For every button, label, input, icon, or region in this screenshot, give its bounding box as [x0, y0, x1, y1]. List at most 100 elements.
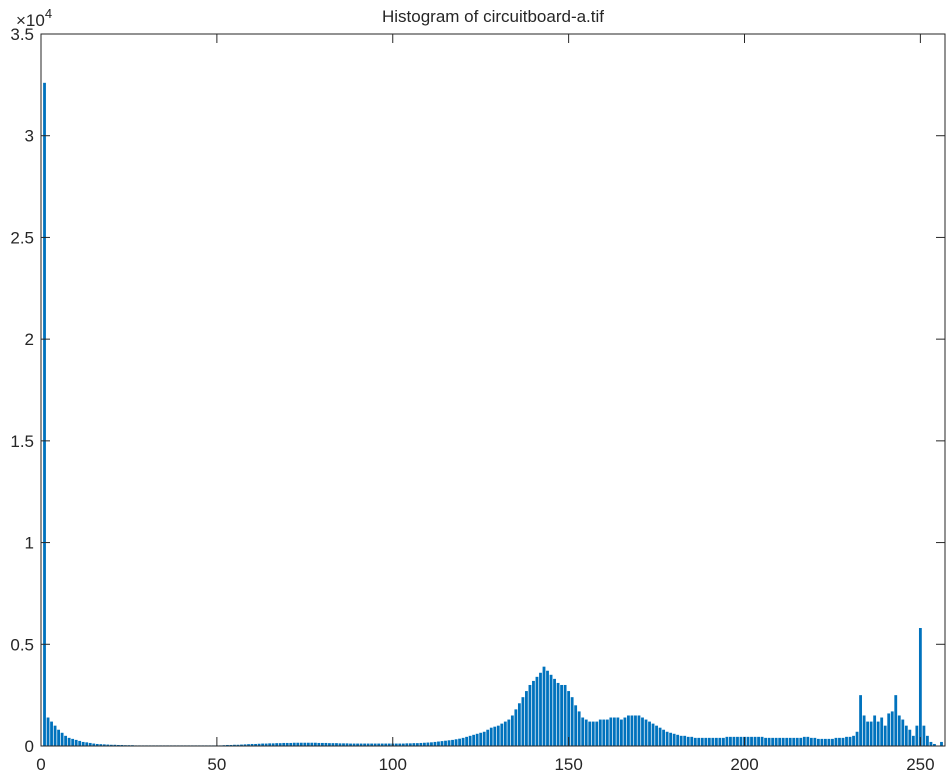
bar [394, 743, 398, 746]
bar [250, 743, 254, 746]
bar [257, 743, 261, 746]
bar [247, 744, 250, 746]
bar [486, 729, 490, 746]
bar [320, 742, 324, 746]
bar [739, 736, 743, 746]
bar [581, 717, 585, 746]
bar [651, 723, 655, 746]
y-tick-label: 1 [25, 534, 34, 553]
y-tick-label: 0 [25, 737, 34, 756]
bar [648, 721, 651, 746]
bar [342, 743, 345, 746]
bar [911, 735, 915, 746]
bar [282, 742, 286, 746]
bar [278, 743, 282, 746]
bar [778, 737, 782, 746]
bar [475, 733, 479, 746]
bar [876, 721, 880, 746]
bar [370, 743, 374, 746]
x-tick-label: 200 [730, 755, 758, 774]
bar [809, 737, 813, 746]
bar [616, 717, 620, 746]
bar [904, 725, 908, 746]
bar [627, 715, 630, 746]
bar [92, 743, 96, 746]
bar [405, 743, 409, 746]
bar [268, 743, 272, 746]
bar [415, 743, 419, 746]
y-tick-label: 3 [25, 127, 34, 146]
bar [521, 697, 525, 746]
bar [454, 739, 458, 746]
axes-box [40, 33, 946, 747]
bar [352, 743, 356, 746]
bar [503, 721, 507, 746]
bar [310, 742, 314, 746]
bar [834, 737, 838, 746]
bar [507, 719, 511, 746]
bar [458, 738, 461, 746]
bar [915, 725, 919, 746]
bar [926, 735, 929, 746]
bar [711, 737, 715, 746]
bar [771, 737, 775, 746]
bar [890, 711, 894, 746]
bar [377, 743, 381, 746]
bar [236, 744, 240, 746]
bar [408, 743, 412, 746]
bar [785, 737, 789, 746]
bar [426, 742, 430, 746]
bar [359, 743, 363, 746]
y-tick-label: 1.5 [10, 432, 34, 451]
bar [549, 674, 553, 746]
bar [644, 719, 648, 746]
bar [468, 735, 472, 746]
bar [901, 719, 905, 746]
x-tick-label: 150 [554, 755, 582, 774]
bar [792, 737, 796, 746]
bar [894, 695, 898, 746]
bar [841, 737, 845, 746]
bar [433, 741, 437, 746]
bar [845, 736, 848, 746]
bar [788, 737, 792, 746]
bar [764, 737, 768, 746]
bar [831, 738, 834, 746]
bar [229, 744, 233, 746]
bar [85, 742, 89, 746]
bar [757, 736, 760, 746]
bar [623, 717, 627, 746]
bar [570, 697, 574, 746]
bar [686, 736, 690, 746]
bar [285, 742, 289, 746]
bar [588, 721, 592, 746]
bar [887, 713, 891, 746]
bar [482, 731, 486, 746]
bar [528, 684, 532, 746]
bar [933, 743, 936, 746]
bar [714, 737, 718, 746]
bar [827, 738, 831, 746]
bar [303, 742, 307, 746]
bar [67, 737, 71, 746]
bar [940, 741, 943, 746]
x-tick-label: 100 [379, 755, 407, 774]
bar [799, 737, 803, 746]
bar [363, 743, 367, 746]
bar [690, 736, 694, 746]
bar [897, 715, 901, 746]
bar [517, 703, 521, 746]
bar [697, 737, 701, 746]
bar [725, 736, 729, 746]
bar [444, 740, 447, 746]
bar [109, 744, 113, 746]
bar [496, 725, 500, 746]
bar [324, 742, 328, 746]
bar [750, 736, 753, 746]
bar [525, 691, 528, 746]
y-tick-label: 0.5 [10, 635, 34, 654]
bar [862, 715, 866, 746]
bar [700, 737, 704, 746]
bar [500, 723, 504, 746]
bar [535, 676, 539, 746]
